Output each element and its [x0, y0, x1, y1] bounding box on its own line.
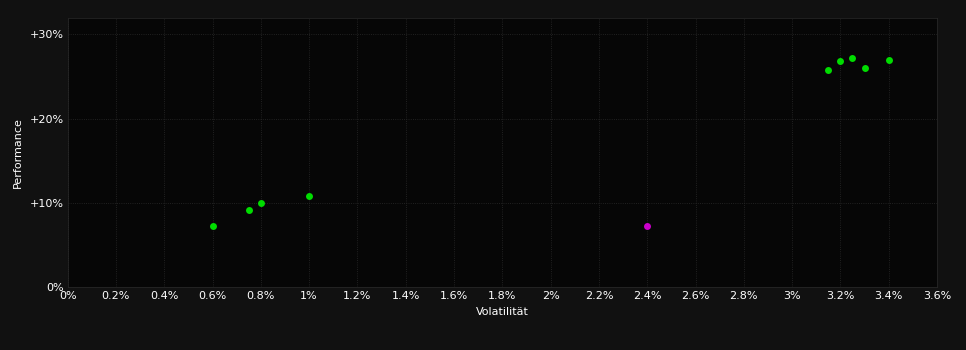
- Point: [242, 207, 257, 212]
- Point: [205, 223, 220, 228]
- Point: [639, 223, 655, 228]
- Point: [833, 58, 848, 64]
- Point: [253, 200, 269, 205]
- Point: [821, 67, 837, 72]
- Y-axis label: Performance: Performance: [13, 117, 22, 188]
- Point: [301, 193, 317, 199]
- Point: [857, 65, 872, 71]
- Point: [844, 55, 861, 61]
- Point: [881, 57, 896, 62]
- X-axis label: Volatilität: Volatilität: [476, 307, 528, 317]
